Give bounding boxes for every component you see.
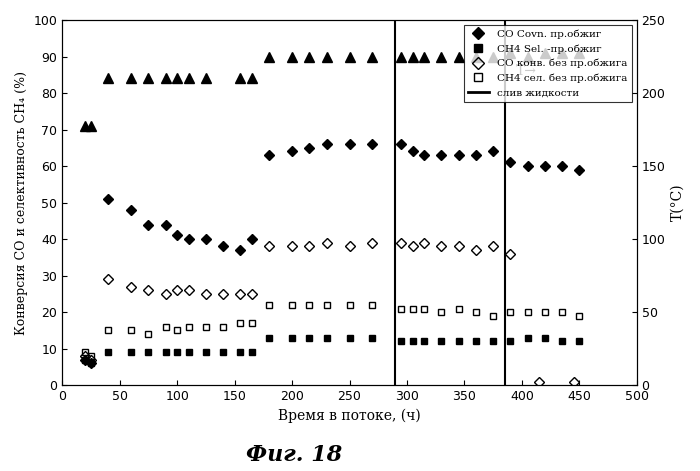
Legend: CO Covn. пр.обжиг, CH4 Sel. -пр.обжиг, CO конв. без пр.обжига, CH4 сел. без пр.о: CO Covn. пр.обжиг, CH4 Sel. -пр.обжиг, C… bbox=[463, 25, 631, 102]
Text: Фиг. 18: Фиг. 18 bbox=[246, 444, 342, 466]
X-axis label: Время в потоке, (ч): Время в потоке, (ч) bbox=[278, 409, 421, 423]
Text: T→: T→ bbox=[516, 64, 537, 78]
Y-axis label: T(°C): T(°C) bbox=[671, 184, 685, 221]
Y-axis label: Конверсия CO и селективность CH₄ (%): Конверсия CO и селективность CH₄ (%) bbox=[15, 71, 28, 334]
